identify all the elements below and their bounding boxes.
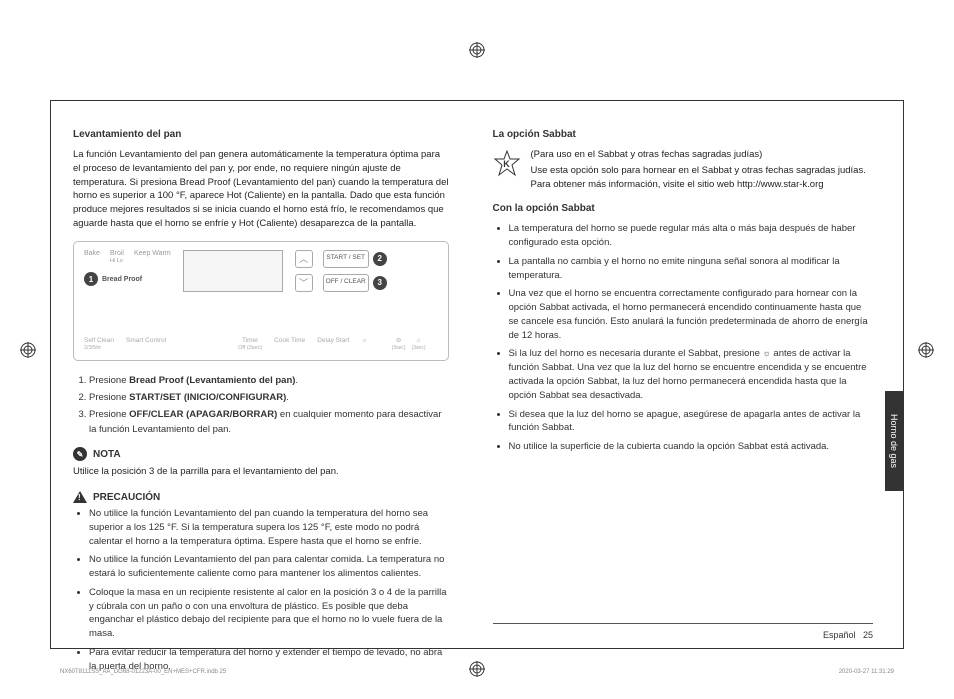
panel-label-self-clean: Self Clean	[84, 337, 114, 344]
steps-list: Presione Bread Proof (Levantamiento del …	[89, 373, 449, 438]
panel-label-bread-proof: Bread Proof	[102, 276, 142, 283]
reg-mark-left	[20, 342, 36, 358]
panel-label-timer-sub: Off (3sec)	[238, 345, 262, 351]
up-arrow-icon: ︿	[295, 250, 313, 268]
panel-label-self-clean-sub: 2/3/5hr	[84, 345, 101, 351]
panel-label-bake: Bake	[84, 250, 100, 265]
print-foot-right: 2020-03-27 11:31:29	[839, 669, 894, 675]
nota-label: NOTA	[93, 449, 121, 460]
panel-label-keep-warm: Keep Warm	[134, 250, 171, 265]
precaucion-label: PRECAUCIÓN	[93, 492, 160, 503]
panel-display	[183, 250, 283, 292]
lock-icon: ⊘(3sec)	[392, 337, 406, 352]
right-column: La opción Sabbat K (Para uso en el Sabba…	[471, 101, 904, 648]
sabbat-para: Use esta opción solo para hornear en el …	[531, 164, 869, 192]
sab-6: No utilice la superficie de la cubierta …	[509, 440, 869, 454]
side-tab: Horno de gas	[885, 391, 903, 491]
nota-text: Utilice la posición 3 de la parrilla par…	[73, 465, 449, 479]
control-panel-diagram: Bake Broil Hi Lo Keep Warm 1 Bread Proof	[73, 241, 449, 361]
heading-bread-proof: Levantamiento del pan	[73, 129, 449, 140]
panel-label-timer: Timer	[242, 337, 258, 344]
intro-text: La función Levantamiento del pan genera …	[73, 148, 449, 231]
reg-mark-right	[918, 342, 934, 358]
step-1: Presione Bread Proof (Levantamiento del …	[89, 373, 449, 388]
sabbat-subtitle: (Para uso en el Sabbat y otras fechas sa…	[531, 148, 869, 162]
bulb-icon: ☼	[763, 347, 771, 360]
precaucion-list: No utilice la función Levantamiento del …	[89, 507, 449, 673]
light-icon: ☼	[361, 337, 367, 352]
callout-1: 1	[84, 272, 98, 286]
panel-label-broil: Broil	[110, 250, 124, 257]
prec-2: No utilice la función Levantamiento del …	[89, 553, 449, 581]
warning-icon	[73, 491, 87, 503]
callout-3: 3	[373, 276, 387, 290]
panel-label-broil-sub: Hi Lo	[110, 258, 123, 264]
sab-2: La pantalla no cambia y el horno no emit…	[509, 255, 869, 283]
page-frame: Levantamiento del pan La función Levanta…	[50, 100, 904, 649]
callout-2: 2	[373, 252, 387, 266]
off-clear-button: OFF / CLEAR	[323, 274, 369, 292]
prec-3: Coloque la masa en un recipiente resiste…	[89, 586, 449, 641]
heading-con-sabbat: Con la opción Sabbat	[493, 203, 869, 214]
sab-3: Una vez que el horno se encuentra correc…	[509, 287, 869, 342]
step-2: Presione START/SET (INICIO/CONFIGURAR).	[89, 390, 449, 405]
panel-arrows: ︿ ﹀	[295, 250, 313, 292]
left-column: Levantamiento del pan La función Levanta…	[51, 101, 471, 648]
sab-4: Si la luz del horno es necesaria durante…	[509, 347, 869, 402]
page-footer: Español 25	[493, 623, 874, 640]
heading-sabbat: La opción Sabbat	[493, 129, 869, 140]
reg-mark-top	[469, 42, 485, 58]
note-icon: ✎	[73, 447, 87, 461]
star-k-icon: K	[493, 150, 521, 178]
prec-1: No utilice la función Levantamiento del …	[89, 507, 449, 548]
print-foot-left: NX60T8111SS_AA_DG68-01223A-00_EN+MES+CFR…	[60, 669, 226, 675]
clock-icon: ⌂(3sec)	[412, 337, 426, 352]
footer-lang: Español	[823, 630, 856, 640]
precaucion-header: PRECAUCIÓN	[73, 491, 449, 503]
panel-label-smart-control: Smart Control	[126, 337, 166, 352]
sab-1: La temperatura del horno se puede regula…	[509, 222, 869, 250]
nota-header: ✎ NOTA	[73, 447, 449, 461]
sab-5: Si desea que la luz del horno se apague,…	[509, 408, 869, 436]
sabbat-list: La temperatura del horno se puede regula…	[509, 222, 869, 454]
panel-label-delay-start: Delay Start	[317, 337, 349, 352]
down-arrow-icon: ﹀	[295, 274, 313, 292]
panel-label-cook-time: Cook Time	[274, 337, 305, 352]
print-footer: NX60T8111SS_AA_DG68-01223A-00_EN+MES+CFR…	[60, 669, 894, 675]
star-k-letter: K	[503, 159, 510, 169]
footer-page: 25	[863, 630, 873, 640]
start-set-button: START / SET	[323, 250, 369, 268]
step-3: Presione OFF/CLEAR (APAGAR/BORRAR) en cu…	[89, 407, 449, 437]
